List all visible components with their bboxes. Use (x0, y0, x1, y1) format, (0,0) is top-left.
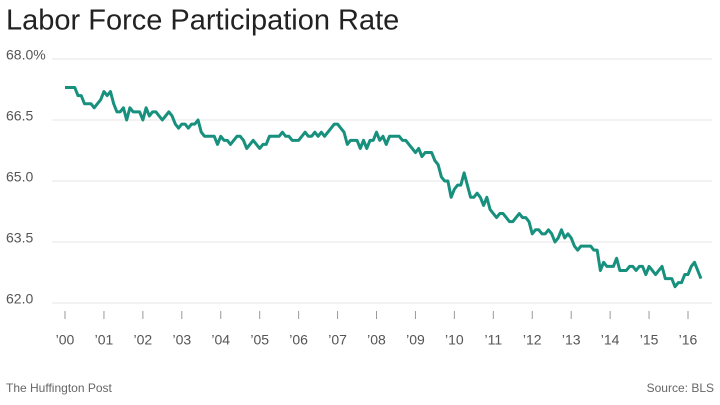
x-tick-label: ’04 (211, 332, 230, 348)
x-tick-label: ’11 (484, 332, 502, 348)
x-tick-label: ’14 (601, 332, 620, 348)
x-tick-label: ’06 (289, 332, 308, 348)
x-tick-label: ’12 (523, 332, 542, 348)
x-tick-label: ’13 (562, 332, 581, 348)
x-tick-label: ’01 (95, 332, 114, 348)
y-tick-label: 62.0 (6, 291, 33, 307)
x-tick-label: ’00 (56, 332, 75, 348)
x-tick-label: ’05 (250, 332, 269, 348)
x-tick-label: ’02 (134, 332, 153, 348)
y-tick-label: 66.5 (6, 108, 33, 124)
x-tick-label: ’16 (679, 332, 698, 348)
data-line (65, 85, 703, 289)
x-tick-label: ’07 (328, 332, 347, 348)
y-tick-label: 65.0 (6, 169, 33, 185)
source: Source: BLS (647, 381, 714, 395)
y-tick-label: 63.5 (6, 230, 33, 246)
x-tick-label: ’10 (445, 332, 464, 348)
x-tick-label: ’15 (640, 332, 659, 348)
y-tick-label: 68.0% (6, 47, 46, 63)
x-tick-label: ’03 (172, 332, 191, 348)
publisher: The Huffington Post (6, 381, 113, 395)
x-tick-label: ’09 (406, 332, 425, 348)
x-tick-label: ’08 (367, 332, 386, 348)
chart-title: Labor Force Participation Rate (6, 5, 399, 37)
